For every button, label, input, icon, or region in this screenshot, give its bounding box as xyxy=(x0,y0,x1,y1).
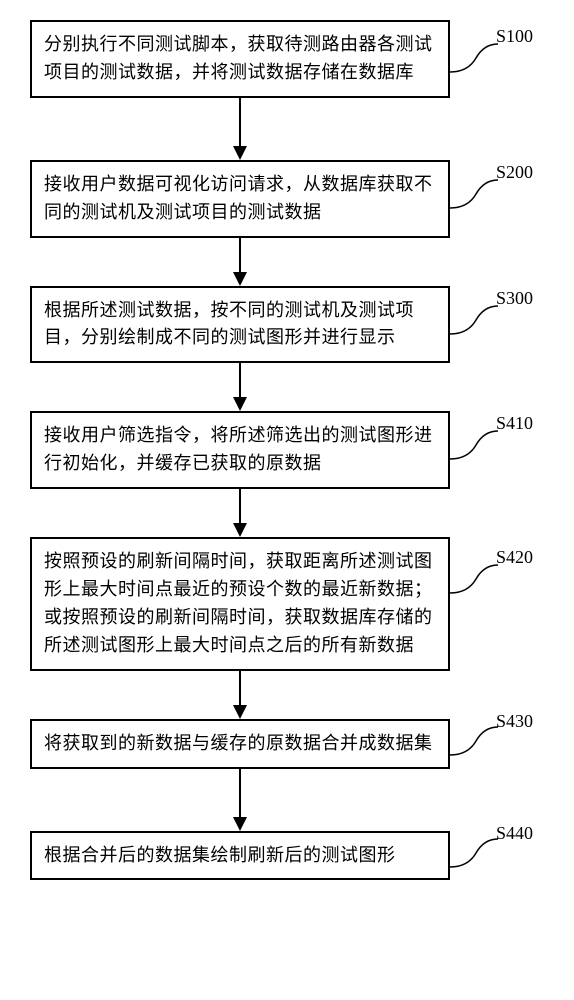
step-box: 分别执行不同测试脚本，获取待测路由器各测试项目的测试数据，并将测试数据存储在数据… xyxy=(30,20,450,98)
step-label: S300 xyxy=(496,288,533,309)
label-connector xyxy=(450,178,498,212)
step-box: 接收用户数据可视化访问请求，从数据库获取不同的测试机及测试项目的测试数据 xyxy=(30,160,450,238)
step-label: S420 xyxy=(496,547,533,568)
flow-step: 将获取到的新数据与缓存的原数据合并成数据集S430 xyxy=(30,719,540,769)
flow-step: 按照预设的刷新间隔时间，获取距离所述测试图形上最大时间点最近的预设个数的最近新数… xyxy=(30,537,540,671)
flow-arrow xyxy=(30,769,450,831)
step-label: S100 xyxy=(496,26,533,47)
label-connector xyxy=(450,837,498,871)
flow-step: 接收用户筛选指令，将所述筛选出的测试图形进行初始化，并缓存已获取的原数据 S410 xyxy=(30,411,540,489)
flow-step: 分别执行不同测试脚本，获取待测路由器各测试项目的测试数据，并将测试数据存储在数据… xyxy=(30,20,540,98)
label-connector xyxy=(450,563,498,597)
step-box: 根据所述测试数据，按不同的测试机及测试项目，分别绘制成不同的测试图形并进行显示 xyxy=(30,286,450,364)
step-label: S200 xyxy=(496,162,533,183)
step-box: 根据合并后的数据集绘制刷新后的测试图形 xyxy=(30,831,450,881)
label-connector xyxy=(450,429,498,463)
flowchart-container: 分别执行不同测试脚本，获取待测路由器各测试项目的测试数据，并将测试数据存储在数据… xyxy=(30,20,540,880)
step-box: 将获取到的新数据与缓存的原数据合并成数据集 xyxy=(30,719,450,769)
flow-arrow xyxy=(30,489,450,537)
flow-arrow xyxy=(30,98,450,160)
step-box: 按照预设的刷新间隔时间，获取距离所述测试图形上最大时间点最近的预设个数的最近新数… xyxy=(30,537,450,671)
flow-step: 根据合并后的数据集绘制刷新后的测试图形S440 xyxy=(30,831,540,881)
flow-step: 接收用户数据可视化访问请求，从数据库获取不同的测试机及测试项目的测试数据 S200 xyxy=(30,160,540,238)
label-connector xyxy=(450,304,498,338)
label-connector xyxy=(450,42,498,76)
step-box: 接收用户筛选指令，将所述筛选出的测试图形进行初始化，并缓存已获取的原数据 xyxy=(30,411,450,489)
step-label: S430 xyxy=(496,711,533,732)
step-label: S440 xyxy=(496,823,533,844)
step-label: S410 xyxy=(496,413,533,434)
flow-arrow xyxy=(30,238,450,286)
flow-arrow xyxy=(30,363,450,411)
flow-arrow xyxy=(30,671,450,719)
flow-step: 根据所述测试数据，按不同的测试机及测试项目，分别绘制成不同的测试图形并进行显示 S… xyxy=(30,286,540,364)
label-connector xyxy=(450,725,498,759)
